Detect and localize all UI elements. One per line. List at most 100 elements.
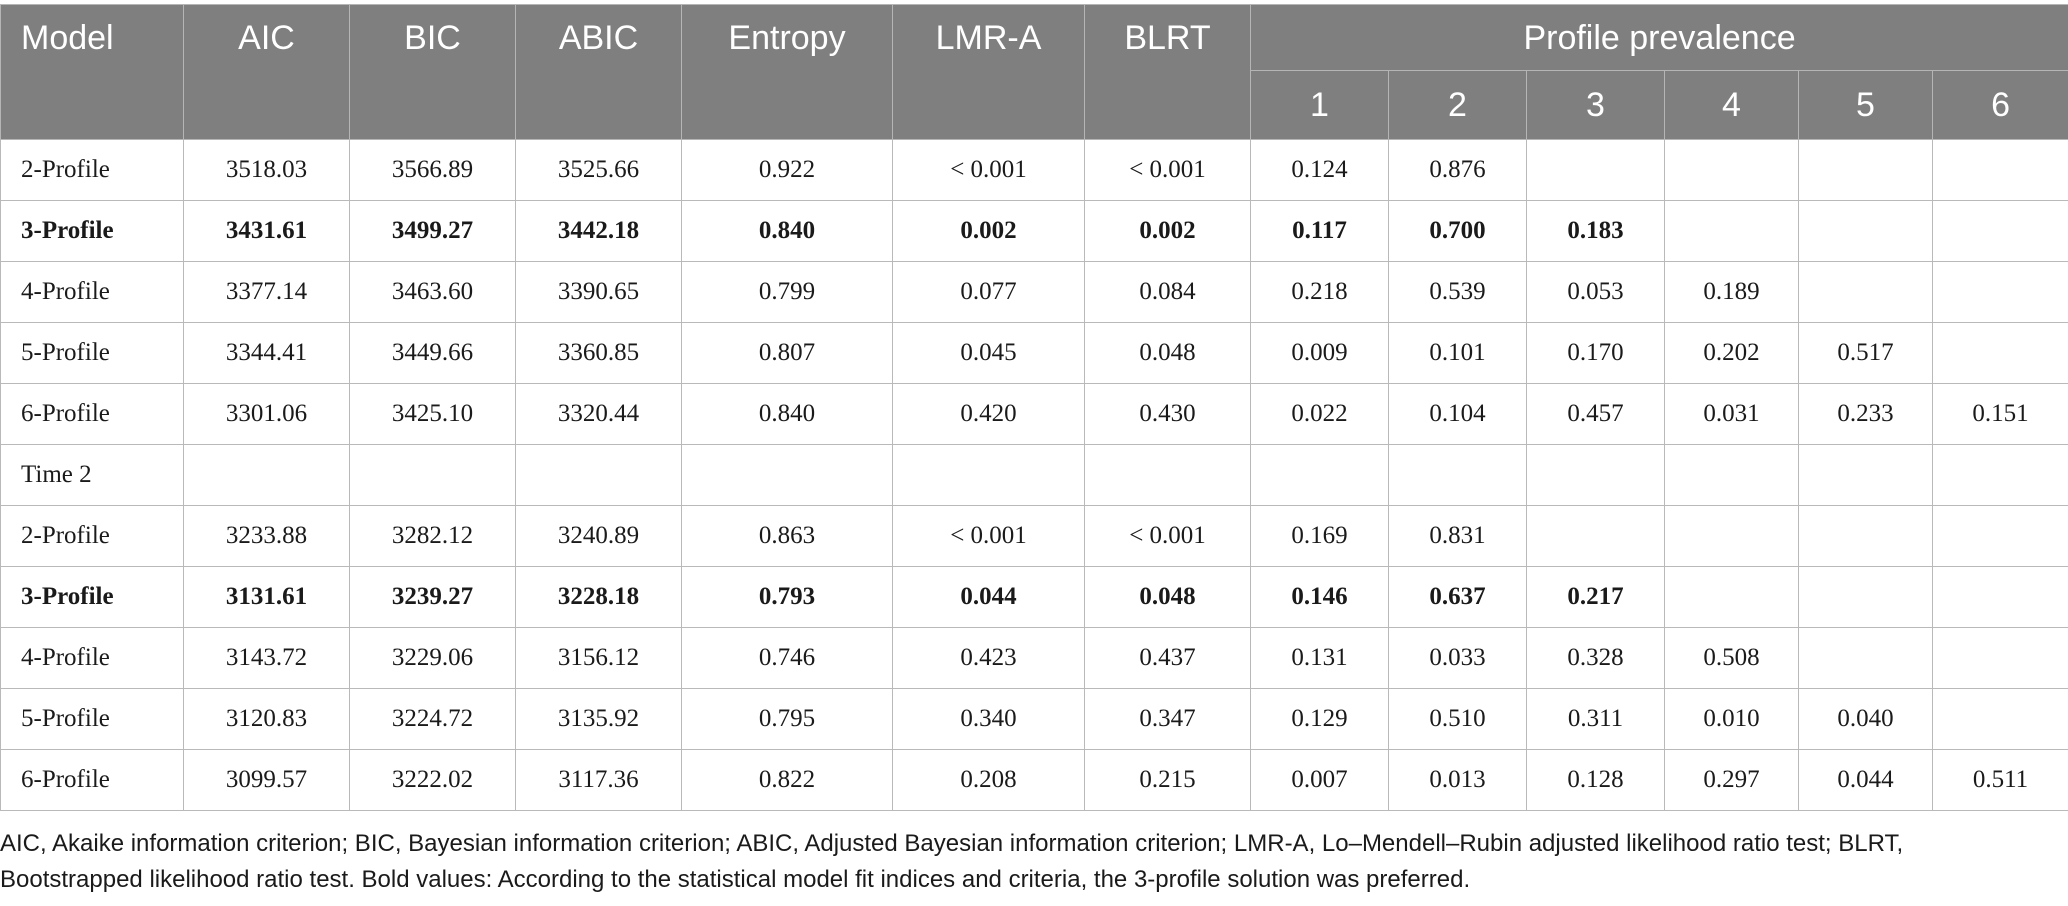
- value-cell: [1931, 322, 2068, 384]
- value-cell: 0.169: [1250, 505, 1389, 567]
- value-cell: 3425.10: [349, 383, 516, 445]
- value-cell: 0.208: [892, 749, 1085, 811]
- value-cell: 0.218: [1250, 261, 1389, 323]
- value-cell: 0.151: [1931, 383, 2068, 445]
- value-cell: 3120.83: [183, 688, 350, 750]
- value-cell: 3390.65: [515, 261, 682, 323]
- value-cell: 0.922: [681, 139, 893, 201]
- value-cell: 0.328: [1526, 627, 1665, 689]
- value-cell: 0.101: [1388, 322, 1527, 384]
- model-cell: 2-Profile: [0, 139, 184, 201]
- value-cell: 0.009: [1250, 322, 1389, 384]
- table-row: 5-Profile 3120.83 3224.72 3135.92 0.795 0.340…: [0, 688, 2068, 750]
- header-profile-prevalence: Profile prevalence: [1249, 4, 2068, 71]
- value-cell: [515, 444, 682, 506]
- value-cell: [1798, 566, 1933, 628]
- value-cell: 3117.36: [515, 749, 682, 811]
- value-cell: 0.007: [1250, 749, 1389, 811]
- model-cell: Time 2: [0, 444, 184, 506]
- value-cell: 0.189: [1664, 261, 1799, 323]
- value-cell: 3239.27: [349, 566, 516, 628]
- value-cell: 0.863: [681, 505, 893, 567]
- value-cell: < 0.001: [1084, 139, 1251, 201]
- value-cell: 0.840: [681, 383, 893, 445]
- value-cell: 0.183: [1526, 200, 1665, 262]
- value-cell: 0.048: [1084, 322, 1251, 384]
- value-cell: [1526, 505, 1665, 567]
- value-cell: 0.040: [1798, 688, 1933, 750]
- value-cell: 0.033: [1388, 627, 1527, 689]
- header-lmr-a: LMR-A: [892, 4, 1085, 140]
- value-cell: 3442.18: [515, 200, 682, 262]
- model-cell: 3-Profile: [0, 566, 184, 628]
- value-cell: 3449.66: [349, 322, 516, 384]
- model-cell: 2-Profile: [0, 505, 184, 567]
- value-cell: 0.104: [1388, 383, 1527, 445]
- model-cell: 4-Profile: [0, 627, 184, 689]
- value-cell: 0.053: [1526, 261, 1665, 323]
- value-cell: 0.129: [1250, 688, 1389, 750]
- model-cell: 5-Profile: [0, 688, 184, 750]
- value-cell: [892, 444, 1085, 506]
- value-cell: [1798, 505, 1933, 567]
- value-cell: 0.045: [892, 322, 1085, 384]
- value-cell: 3301.06: [183, 383, 350, 445]
- value-cell: 0.311: [1526, 688, 1665, 750]
- value-cell: 3233.88: [183, 505, 350, 567]
- value-cell: 3240.89: [515, 505, 682, 567]
- model-fit-table: Model AIC BIC ABIC Entropy LMR-A BLRT Pr…: [0, 4, 2068, 811]
- table-row: 3-Profile 3431.61 3499.27 3442.18 0.840 0.002…: [0, 200, 2068, 262]
- header-blrt: BLRT: [1084, 4, 1251, 140]
- table-row: 6-Profile 3301.06 3425.10 3320.44 0.840 0.420…: [0, 383, 2068, 445]
- value-cell: [1664, 505, 1799, 567]
- value-cell: 3463.60: [349, 261, 516, 323]
- value-cell: [1931, 627, 2068, 689]
- value-cell: 0.170: [1526, 322, 1665, 384]
- value-cell: 0.084: [1084, 261, 1251, 323]
- value-cell: [1931, 505, 2068, 567]
- value-cell: [1526, 139, 1665, 201]
- value-cell: 0.077: [892, 261, 1085, 323]
- header-bic: BIC: [349, 4, 516, 140]
- value-cell: [1664, 139, 1799, 201]
- value-cell: 0.508: [1664, 627, 1799, 689]
- value-cell: 0.831: [1388, 505, 1527, 567]
- value-cell: 0.117: [1250, 200, 1389, 262]
- value-cell: 0.044: [1798, 749, 1933, 811]
- value-cell: 3131.61: [183, 566, 350, 628]
- header-profile-5: 5: [1798, 70, 1933, 140]
- value-cell: 0.044: [892, 566, 1085, 628]
- value-cell: 3344.41: [183, 322, 350, 384]
- value-cell: 0.420: [892, 383, 1085, 445]
- value-cell: [1931, 688, 2068, 750]
- value-cell: 0.146: [1250, 566, 1389, 628]
- value-cell: 3228.18: [515, 566, 682, 628]
- value-cell: 0.799: [681, 261, 893, 323]
- value-cell: 0.793: [681, 566, 893, 628]
- value-cell: 3360.85: [515, 322, 682, 384]
- value-cell: 0.217: [1526, 566, 1665, 628]
- table-row: 4-Profile 3143.72 3229.06 3156.12 0.746 0.423…: [0, 627, 2068, 689]
- value-cell: 0.131: [1250, 627, 1389, 689]
- value-cell: [1664, 200, 1799, 262]
- header-abic: ABIC: [515, 4, 682, 140]
- header-profile-2: 2: [1388, 70, 1527, 140]
- value-cell: [1798, 444, 1933, 506]
- value-cell: [1798, 627, 1933, 689]
- model-cell: 4-Profile: [0, 261, 184, 323]
- value-cell: 3525.66: [515, 139, 682, 201]
- value-cell: [1526, 444, 1665, 506]
- value-cell: < 0.001: [892, 139, 1085, 201]
- header-profile-6: 6: [1931, 70, 2068, 140]
- value-cell: 3320.44: [515, 383, 682, 445]
- value-cell: [1084, 444, 1251, 506]
- value-cell: 3566.89: [349, 139, 516, 201]
- value-cell: [183, 444, 350, 506]
- value-cell: 0.347: [1084, 688, 1251, 750]
- value-cell: [1931, 200, 2068, 262]
- value-cell: 0.022: [1250, 383, 1389, 445]
- fit-table-container: Model AIC BIC ABIC Entropy LMR-A BLRT Pr…: [0, 4, 2068, 811]
- value-cell: 0.202: [1664, 322, 1799, 384]
- header-entropy: Entropy: [681, 4, 893, 140]
- table-header: Model AIC BIC ABIC Entropy LMR-A BLRT Pr…: [0, 4, 2068, 140]
